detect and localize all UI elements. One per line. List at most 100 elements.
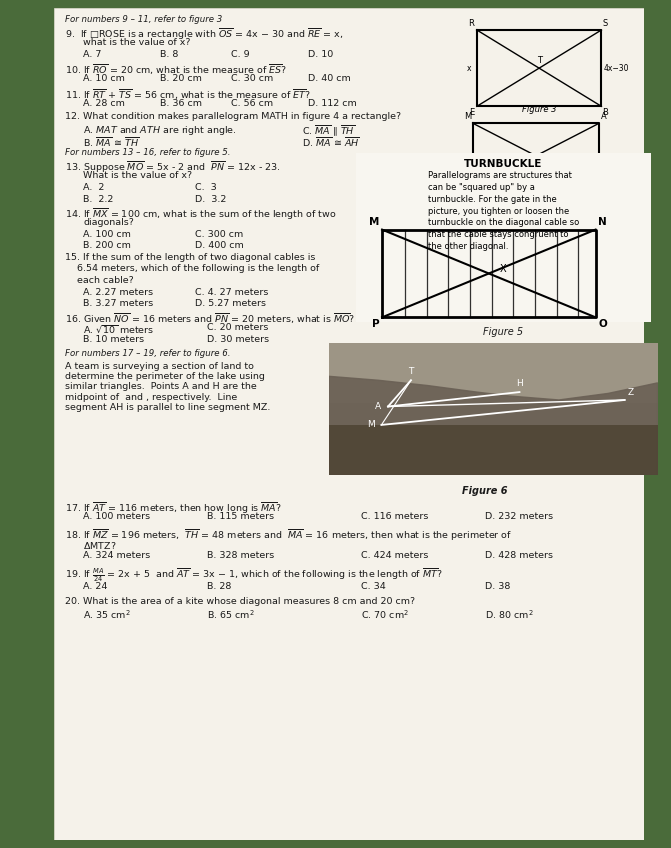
Text: O: O — [599, 320, 607, 329]
Text: 9.  If □ROSE is a rectangle with $\overline{OS}$ = 4x − 30 and $\overline{RE}$ =: 9. If □ROSE is a rectangle with $\overli… — [66, 27, 344, 42]
Text: D. 112 cm: D. 112 cm — [307, 99, 356, 108]
Text: C. 70 cm$^{2}$: C. 70 cm$^{2}$ — [361, 609, 409, 621]
Text: M: M — [464, 112, 472, 121]
FancyBboxPatch shape — [353, 151, 654, 324]
Text: C. 116 meters: C. 116 meters — [361, 512, 428, 521]
Text: each cable?: each cable? — [77, 276, 134, 285]
Text: M: M — [369, 217, 379, 226]
Text: what is the value of x?: what is the value of x? — [83, 38, 191, 47]
Text: TURNBUCKLE: TURNBUCKLE — [464, 159, 542, 170]
Text: C. 34: C. 34 — [361, 582, 385, 591]
Text: B. 10 meters: B. 10 meters — [83, 335, 144, 344]
Text: 4x−30: 4x−30 — [604, 64, 629, 73]
Text: A. 10 cm: A. 10 cm — [83, 74, 125, 83]
Text: D. 400 cm: D. 400 cm — [195, 241, 244, 250]
Text: 18. If $\overline{MZ}$ = 196 meters,  $\overline{TH}$ = 48 meters and  $\overlin: 18. If $\overline{MZ}$ = 196 meters, $\o… — [66, 527, 513, 544]
Text: A. 2.27 meters: A. 2.27 meters — [83, 287, 154, 297]
Text: A: A — [601, 112, 607, 121]
Text: For numbers 13 – 16, refer to figure 5.: For numbers 13 – 16, refer to figure 5. — [66, 148, 231, 157]
Text: 13. Suppose $\overline{MO}$ = 5x - 2 and  $\overline{PN}$ = 12x - 23.: 13. Suppose $\overline{MO}$ = 5x - 2 and… — [66, 159, 281, 175]
Bar — [329, 343, 658, 403]
Text: S: S — [603, 19, 607, 27]
Text: Figure 6: Figure 6 — [462, 487, 507, 496]
Text: For numbers 17 – 19, refer to figure 6.: For numbers 17 – 19, refer to figure 6. — [66, 349, 231, 358]
Text: A. $\it{MAT}$ and $\it{ATH}$ are right angle.: A. $\it{MAT}$ and $\it{ATH}$ are right a… — [83, 124, 237, 137]
Text: A. 35 cm$^{2}$: A. 35 cm$^{2}$ — [83, 609, 131, 621]
Text: D. $\overline{MA}$ ≅ $\overline{AH}$: D. $\overline{MA}$ ≅ $\overline{AH}$ — [302, 136, 360, 149]
Text: 16. Given $\overline{NO}$ = 16 meters and $\overline{PN}$ = 20 meters, what is $: 16. Given $\overline{NO}$ = 16 meters an… — [66, 312, 356, 326]
Text: B. 8: B. 8 — [160, 50, 178, 59]
Text: B. 28: B. 28 — [207, 582, 231, 591]
Text: M: M — [367, 421, 375, 429]
Bar — [329, 425, 658, 475]
Text: For numbers 9 – 11, refer to figure 3: For numbers 9 – 11, refer to figure 3 — [66, 15, 223, 24]
Text: B. $\overline{MA}$ ≅ $\overline{TH}$: B. $\overline{MA}$ ≅ $\overline{TH}$ — [83, 136, 140, 149]
Text: A. 24: A. 24 — [83, 582, 107, 591]
Text: C. 9: C. 9 — [231, 50, 250, 59]
Text: P: P — [372, 320, 379, 329]
Text: B. 115 meters: B. 115 meters — [207, 512, 274, 521]
Text: A. 100 meters: A. 100 meters — [83, 512, 150, 521]
Text: x: x — [466, 64, 471, 73]
Text: $\Delta$MTZ?: $\Delta$MTZ? — [83, 539, 117, 550]
Text: D. 40 cm: D. 40 cm — [307, 74, 350, 83]
Text: B. 20 cm: B. 20 cm — [160, 74, 202, 83]
Text: 20. What is the area of a kite whose diagonal measures 8 cm and 20 cm?: 20. What is the area of a kite whose dia… — [66, 597, 415, 605]
Text: H: H — [465, 189, 472, 198]
Text: C. 4. 27 meters: C. 4. 27 meters — [195, 287, 269, 297]
Text: 12. What condition makes parallelogram MATH in figure 4 a rectangle?: 12. What condition makes parallelogram M… — [66, 113, 402, 121]
Text: R: R — [468, 19, 474, 27]
Text: 6.54 meters, which of the following is the length of: 6.54 meters, which of the following is t… — [77, 265, 319, 273]
Text: A. 28 cm: A. 28 cm — [83, 99, 125, 108]
Text: Figure 4: Figure 4 — [519, 184, 553, 193]
Text: H: H — [516, 379, 523, 388]
Text: B. 328 meters: B. 328 meters — [207, 551, 274, 561]
Text: Figure 3: Figure 3 — [522, 104, 556, 114]
Text: T: T — [537, 56, 541, 65]
Text: A: A — [375, 402, 381, 411]
Text: B. 3.27 meters: B. 3.27 meters — [83, 299, 154, 309]
Text: A. 7: A. 7 — [83, 50, 101, 59]
Text: D. 232 meters: D. 232 meters — [484, 512, 553, 521]
Text: A. 100 cm: A. 100 cm — [83, 230, 131, 238]
Text: C. 424 meters: C. 424 meters — [361, 551, 428, 561]
Text: X: X — [500, 264, 507, 274]
Text: A. $\sqrt{10}$ meters: A. $\sqrt{10}$ meters — [83, 323, 154, 335]
Text: A.  2: A. 2 — [83, 183, 105, 192]
Text: D. 38: D. 38 — [484, 582, 510, 591]
Text: What is the value of x?: What is the value of x? — [83, 171, 193, 181]
Text: C. 20 meters: C. 20 meters — [207, 323, 268, 332]
Text: D. 10: D. 10 — [307, 50, 333, 59]
Text: 10. If $\overline{RO}$ = 20 cm, what is the measure of $\overline{ES}$?: 10. If $\overline{RO}$ = 20 cm, what is … — [66, 63, 287, 77]
Text: B.  2.2: B. 2.2 — [83, 195, 113, 204]
Text: B. 65 cm$^{2}$: B. 65 cm$^{2}$ — [207, 609, 255, 621]
Text: C. 30 cm: C. 30 cm — [231, 74, 273, 83]
Text: D. 30 meters: D. 30 meters — [207, 335, 269, 344]
Text: Parallelograms are structures that
can be "squared up" by a
turnbuckle. For the : Parallelograms are structures that can b… — [427, 171, 579, 251]
Text: B. 36 cm: B. 36 cm — [160, 99, 202, 108]
Text: C. 300 cm: C. 300 cm — [195, 230, 244, 238]
Text: T: T — [408, 367, 414, 377]
Text: 11. If $\overline{RT}$ + $\overline{TS}$ = 56 cm, what is the measure of $\overl: 11. If $\overline{RT}$ + $\overline{TS}$… — [66, 87, 311, 102]
Text: N: N — [599, 217, 607, 226]
Text: D. 5.27 meters: D. 5.27 meters — [195, 299, 266, 309]
Text: A. 324 meters: A. 324 meters — [83, 551, 150, 561]
Text: Figure 5: Figure 5 — [483, 327, 523, 338]
Text: C. $\overline{MA}$ ∥ $\overline{TH}$: C. $\overline{MA}$ ∥ $\overline{TH}$ — [302, 124, 355, 139]
Text: E: E — [469, 108, 474, 117]
Text: 17. If $\overline{AT}$ = 116 meters, then how long is $\overline{MA}$?: 17. If $\overline{AT}$ = 116 meters, the… — [66, 500, 282, 516]
Text: B. 200 cm: B. 200 cm — [83, 241, 131, 250]
Text: 19. If $\frac{MA}{24}$ = 2x + 5  and $\overline{AT}$ = 3x − 1, which of the foll: 19. If $\frac{MA}{24}$ = 2x + 5 and $\ov… — [66, 567, 444, 584]
Text: D. 80 cm$^{2}$: D. 80 cm$^{2}$ — [484, 609, 533, 621]
Text: B: B — [603, 108, 608, 117]
Text: T: T — [601, 189, 605, 198]
Text: C. 56 cm: C. 56 cm — [231, 99, 273, 108]
Text: A team is surveying a section of land to
determine the perimeter of the lake usi: A team is surveying a section of land to… — [66, 362, 271, 412]
Text: 15. If the sum of the length of two diagonal cables is: 15. If the sum of the length of two diag… — [66, 253, 316, 262]
Text: diagonals?: diagonals? — [83, 218, 134, 227]
Text: D.  3.2: D. 3.2 — [195, 195, 227, 204]
Text: Z: Z — [628, 388, 634, 398]
Text: D. 428 meters: D. 428 meters — [484, 551, 553, 561]
Text: C.  3: C. 3 — [195, 183, 217, 192]
Polygon shape — [329, 377, 658, 475]
